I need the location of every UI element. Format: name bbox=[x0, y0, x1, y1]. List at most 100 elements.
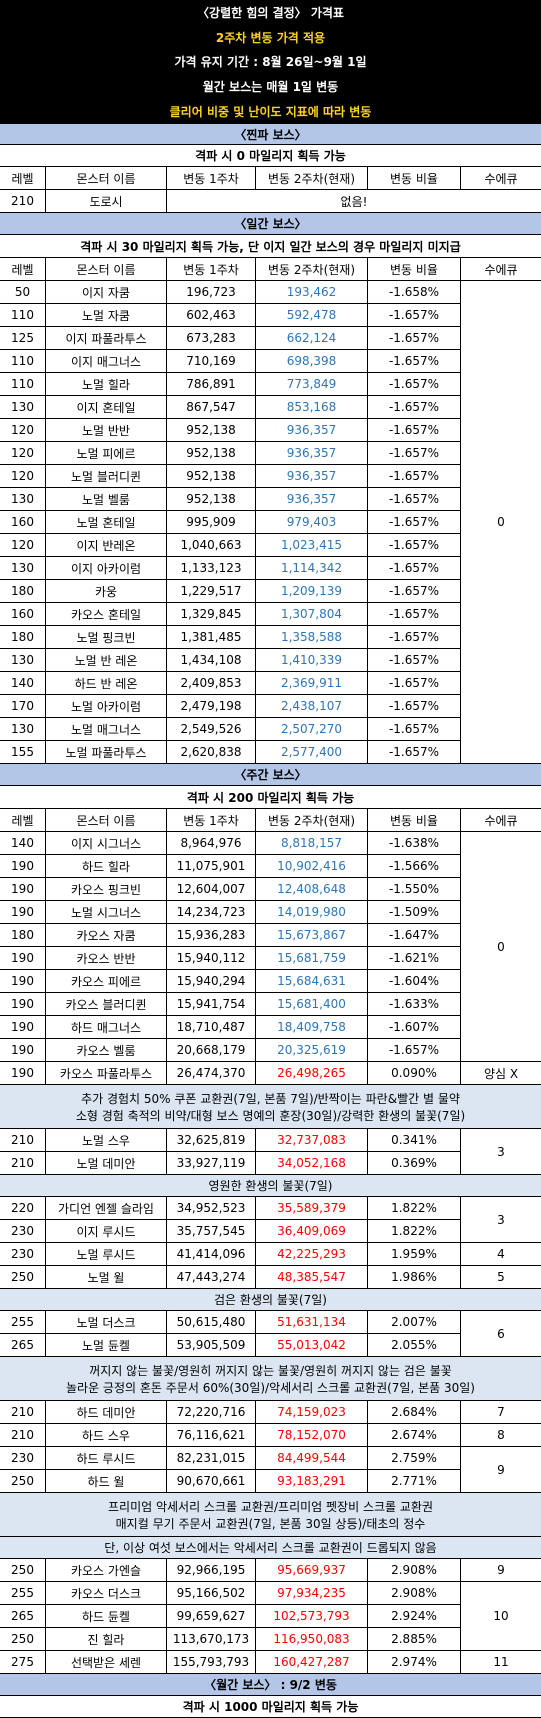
change-ratio-cell: -1.657% bbox=[368, 327, 461, 349]
level-cell: 230 bbox=[0, 1243, 46, 1265]
week2-price-cell: 1,358,588 bbox=[256, 626, 368, 648]
monster-name-cell: 하드 힐라 bbox=[46, 855, 167, 877]
week1-price-cell: 8,964,976 bbox=[167, 832, 256, 854]
level-cell: 120 bbox=[0, 465, 46, 487]
week2-price-cell: 116,950,083 bbox=[256, 1628, 368, 1650]
level-cell: 130 bbox=[0, 718, 46, 740]
week1-price-cell: 72,220,716 bbox=[167, 1401, 256, 1423]
section-title-daily: 〈일간 보스〉 bbox=[0, 213, 541, 235]
level-cell: 120 bbox=[0, 534, 46, 556]
monster-name-cell: 노멀 시그너스 bbox=[46, 901, 167, 923]
suecu-value: 10 bbox=[461, 1582, 541, 1651]
week2-price-cell: 1,410,339 bbox=[256, 649, 368, 671]
week2-price-cell: 936,357 bbox=[256, 419, 368, 441]
suecu-value: 4 bbox=[461, 1243, 541, 1266]
week2-price-cell: 93,183,291 bbox=[256, 1470, 368, 1492]
monster-name-cell: 하드 윌 bbox=[46, 1470, 167, 1492]
reward-note: 영원한 환생의 불꽃(7일) bbox=[0, 1175, 541, 1197]
change-ratio-cell: 2.908% bbox=[368, 1582, 461, 1604]
section-title-one-time: 〈찐파 보스〉 bbox=[0, 124, 541, 145]
change-ratio-cell: -1.657% bbox=[368, 718, 461, 740]
cell: 210 bbox=[0, 190, 46, 212]
monster-name-cell: 카오스 반반 bbox=[46, 947, 167, 969]
boss-row: 140 이지 시그너스 8,964,976 8,818,157 -1.638% bbox=[0, 832, 541, 855]
monster-name-cell: 노멀 윌 bbox=[46, 1266, 167, 1288]
reward-note-text: 영원한 환생의 불꽃(7일) bbox=[208, 1179, 333, 1193]
reward-note: 프리미엄 악세서리 스크롤 교환권/프리미엄 펫장비 스크롤 교환권 매지컬 무기… bbox=[0, 1493, 541, 1537]
week1-price-cell: 76,116,621 bbox=[167, 1424, 256, 1446]
monster-name-cell: 카오스 혼테일 bbox=[46, 603, 167, 625]
boss-row: 250 하드 윌 90,670,661 93,183,291 2.771% bbox=[0, 1470, 541, 1493]
col-week1: 변동 1주차 bbox=[167, 809, 256, 831]
boss-row: 130 노멀 매그너스 2,549,526 2,507,270 -1.657% bbox=[0, 718, 541, 741]
boss-row: 110 이지 매그너스 710,169 698,398 -1.657% bbox=[0, 350, 541, 373]
boss-row: 120 노멀 블러디퀸 952,138 936,357 -1.657% bbox=[0, 465, 541, 488]
reward-note-text: 단, 이상 여섯 보스에서는 악세서리 스크롤 교환권이 드롭되지 않음 bbox=[104, 1541, 437, 1555]
change-ratio-cell: 2.908% bbox=[368, 1559, 461, 1581]
week1-price-cell: 15,941,754 bbox=[167, 993, 256, 1015]
boss-row: 190 하드 매그너스 18,710,487 18,409,758 -1.607% bbox=[0, 1016, 541, 1039]
reward-note: 꺼지지 않는 불꽃/영원히 꺼지지 않는 불꽃/영원히 꺼지지 않는 검은 불꽃… bbox=[0, 1357, 541, 1401]
reward-note-text: 놀라운 긍정의 혼돈 주문서 60%(30일)/악세서리 스크롤 교환권(7일,… bbox=[66, 1380, 475, 1395]
monster-name-cell: 카오스 블러디퀸 bbox=[46, 993, 167, 1015]
level-cell: 170 bbox=[0, 695, 46, 717]
change-ratio-cell: -1.657% bbox=[368, 304, 461, 326]
week1-price-cell: 952,138 bbox=[167, 488, 256, 510]
week2-price-cell: 15,684,631 bbox=[256, 970, 368, 992]
col-suecu: 수에큐 bbox=[461, 167, 541, 189]
section-title-weekly-text: 〈주간 보스〉 bbox=[234, 768, 307, 782]
change-ratio-cell: -1.657% bbox=[368, 672, 461, 694]
week2-price-cell: 936,357 bbox=[256, 442, 368, 464]
change-ratio-cell: 2.674% bbox=[368, 1424, 461, 1446]
level-cell: 110 bbox=[0, 304, 46, 326]
week1-price-cell: 32,625,819 bbox=[167, 1129, 256, 1151]
monster-name-cell: 하드 스우 bbox=[46, 1424, 167, 1446]
monster-name-cell: 노멀 파풀라투스 bbox=[46, 741, 167, 763]
level-cell: 130 bbox=[0, 557, 46, 579]
suecu-value: 9 bbox=[461, 1559, 541, 1582]
week2-price-cell: 936,357 bbox=[256, 465, 368, 487]
monster-name-cell: 노멀 매그너스 bbox=[46, 718, 167, 740]
boss-row: 125 이지 파풀라투스 673,283 662,124 -1.657% bbox=[0, 327, 541, 350]
week2-price-cell: 18,409,758 bbox=[256, 1016, 368, 1038]
section-title-weekly: 〈주간 보스〉 bbox=[0, 764, 541, 786]
reward-note: 검은 환생의 불꽃(7일) bbox=[0, 1289, 541, 1311]
level-cell: 250 bbox=[0, 1470, 46, 1492]
change-ratio-cell: -1.657% bbox=[368, 557, 461, 579]
monster-name-cell: 노멀 자쿰 bbox=[46, 304, 167, 326]
boss-row: 210 도로시 없음! bbox=[0, 190, 541, 213]
week2-price-cell: 74,159,023 bbox=[256, 1401, 368, 1423]
suecu-value: 5 bbox=[461, 1266, 541, 1289]
col-ratio: 변동 비율 bbox=[368, 809, 461, 831]
reward-note-text: 프리미엄 악세서리 스크롤 교환권/프리미엄 펫장비 스크롤 교환권 bbox=[107, 1499, 433, 1514]
level-cell: 210 bbox=[0, 1401, 46, 1423]
level-cell: 275 bbox=[0, 1651, 46, 1673]
boss-row: 255 카오스 더스크 95,166,502 97,934,235 2.908% bbox=[0, 1582, 541, 1605]
monster-name-cell: 이지 매그너스 bbox=[46, 350, 167, 372]
header-line: 클리어 비중 및 난이도 지표에 따라 변동 bbox=[0, 99, 541, 124]
level-cell: 190 bbox=[0, 878, 46, 900]
week1-price-cell: 602,463 bbox=[167, 304, 256, 326]
boss-row: 220 가디언 엔젤 슬라임 34,952,523 35,589,379 1.822% bbox=[0, 1197, 541, 1220]
level-cell: 255 bbox=[0, 1311, 46, 1333]
reward-note-text: 소형 경험 축적의 비약/대형 보스 명예의 훈장(30일)/강력한 환생의 불… bbox=[75, 1108, 466, 1123]
level-cell: 250 bbox=[0, 1628, 46, 1650]
week1-price-cell: 196,723 bbox=[167, 281, 256, 303]
monster-name-cell: 카웅 bbox=[46, 580, 167, 602]
boss-row: 265 노멀 듄켈 53,905,509 55,013,042 2.055% bbox=[0, 1334, 541, 1357]
week1-price-cell: 20,668,179 bbox=[167, 1039, 256, 1061]
week1-price-cell: 53,905,509 bbox=[167, 1334, 256, 1356]
week2-price-cell: 592,478 bbox=[256, 304, 368, 326]
section-title-monthly-text: 〈월간 보스〉 : 9/2 변동 bbox=[204, 1678, 337, 1692]
boss-row: 170 노멀 아카이럼 2,479,198 2,438,107 -1.657% bbox=[0, 695, 541, 718]
column-header-row: 레벨 몬스터 이름 변동 1주차 변동 2주차(현재) 변동 비율 수에큐 bbox=[0, 809, 541, 832]
week1-price-cell: 82,231,015 bbox=[167, 1447, 256, 1469]
week2-price-cell: 662,124 bbox=[256, 327, 368, 349]
section-subtitle-one-time-text: 격파 시 0 마일리지 획득 가능 bbox=[195, 149, 346, 163]
change-ratio-cell: -1.509% bbox=[368, 901, 461, 923]
suecu-value: 8 bbox=[461, 1424, 541, 1447]
week1-price-cell: 995,909 bbox=[167, 511, 256, 533]
week2-price-cell: 78,152,070 bbox=[256, 1424, 368, 1446]
section-subtitle-daily-text: 격파 시 30 마일리지 획득 가능, 단 이지 일간 보스의 경우 마일리지 … bbox=[80, 239, 461, 254]
monster-name-cell: 하드 매그너스 bbox=[46, 1016, 167, 1038]
